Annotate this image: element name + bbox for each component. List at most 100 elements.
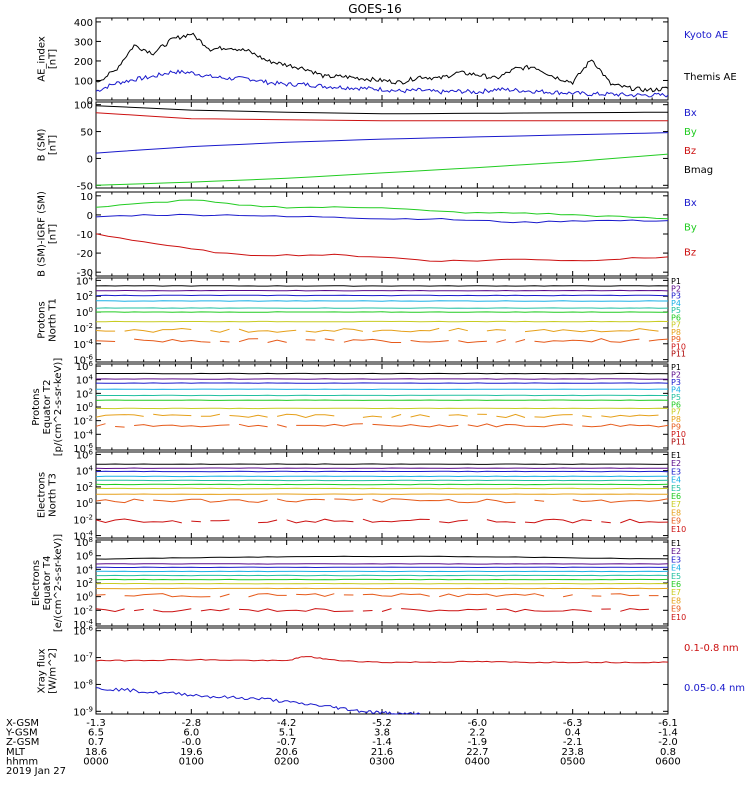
- channel-E10: [96, 609, 668, 612]
- ephemeris-value: 0100: [179, 756, 204, 767]
- channel-label: P6: [671, 313, 681, 322]
- y-axis-label: Protons: [31, 388, 42, 425]
- y-tick-label: 10-2: [73, 604, 93, 617]
- channel-label: P7: [671, 321, 681, 330]
- panel-frame: [95, 17, 669, 101]
- channel-label: P3: [671, 292, 681, 301]
- y-axis-label: Electrons: [37, 472, 48, 518]
- y-axis-label: Electrons: [31, 560, 42, 606]
- channel-label: E9: [671, 605, 681, 614]
- y-tick-label: 10-4: [73, 338, 93, 351]
- ephemeris-row-label: Y-GSM: [5, 728, 38, 739]
- channel-E1: [95, 555, 669, 560]
- channel-label: E7: [671, 500, 681, 509]
- y-axis-label: [p/(cm^2-s-sr-keV)]: [53, 358, 64, 457]
- y-tick-label: -20: [77, 249, 93, 260]
- channel-label: E10: [671, 613, 686, 622]
- series-ae-1: [95, 32, 669, 93]
- ephemeris-value: -1.3: [86, 718, 106, 729]
- legend-entry: Bz: [684, 146, 696, 157]
- channel-label: P10: [671, 430, 686, 439]
- legend-entry: Bmag: [684, 165, 713, 176]
- channel-P9: [95, 338, 669, 344]
- channel-P9: [95, 423, 669, 428]
- legend-entry: Bx: [684, 108, 697, 119]
- panel-xray: 10-9 10-8 10-7 10-6 Xray flux [W/m^2] 0.1-0.8 …: [37, 625, 746, 719]
- y-axis-label: [nT]: [48, 135, 59, 155]
- series-bigrf-0: [95, 213, 669, 224]
- channel-label: P7: [671, 408, 681, 417]
- channel-label: P5: [671, 306, 681, 315]
- ephemeris-value: 6.0: [183, 728, 199, 739]
- legend-entry: Bx: [684, 198, 697, 209]
- channel-P8: [96, 414, 668, 417]
- ephemeris-value: -2.8: [182, 718, 202, 729]
- channel-label: E2: [671, 459, 681, 468]
- channel-E3: [95, 470, 669, 473]
- ephemeris-value: -0.0: [182, 737, 202, 748]
- y-tick-label: 104: [76, 274, 94, 287]
- panel-frame: [95, 451, 669, 539]
- y-tick-label: -10: [77, 230, 93, 241]
- channel-label: E8: [671, 596, 681, 605]
- legend-entry: Kyoto AE: [684, 30, 728, 41]
- ephemeris-value: 23.8: [562, 747, 584, 758]
- channel-E2: [95, 467, 668, 470]
- legend-entry: 0.05-0.4 nm: [684, 683, 745, 694]
- ephemeris-value: 0.8: [660, 747, 676, 758]
- y-tick-label: 0: [87, 211, 93, 222]
- series-bsm-2: [95, 112, 668, 122]
- y-tick-label: 10-9: [73, 705, 93, 718]
- y-tick-label: 200: [74, 57, 93, 68]
- channel-label: P9: [671, 423, 681, 432]
- x-axis-labels: X-GSM -1.3 -2.8 -4.2 -5.2 -6.0 -6.3 -6.1 Y-GSM 6.…: [5, 718, 681, 777]
- plot-title: GOES-16: [348, 2, 402, 16]
- channel-P3: [95, 294, 669, 297]
- legend-entry: By: [684, 223, 697, 234]
- channel-label: P5: [671, 393, 681, 402]
- legend-entry: By: [684, 127, 697, 138]
- channel-label: P9: [671, 335, 681, 344]
- ephemeris-value: -1.4: [658, 728, 678, 739]
- y-tick-label: 102: [76, 290, 93, 303]
- channel-P2: [96, 289, 669, 292]
- y-tick-label: 100: [74, 101, 93, 112]
- y-tick-label: 0: [87, 154, 93, 165]
- channel-E4: [95, 475, 669, 478]
- legend-entry: Themis AE: [683, 72, 737, 83]
- channel-label: E8: [671, 508, 681, 517]
- y-axis-label: B (SM)-IGRF (SM): [37, 191, 48, 277]
- channel-label: E2: [671, 547, 681, 556]
- ephemeris-value: -6.1: [658, 718, 678, 729]
- ephemeris-value: 2.2: [469, 728, 485, 739]
- ephemeris-value: 5.1: [279, 728, 295, 739]
- channel-label: E1: [671, 539, 681, 548]
- channel-label: P2: [671, 284, 681, 293]
- ephemeris-row-label: X-GSM: [6, 718, 39, 729]
- y-tick-label: 10-8: [73, 678, 93, 691]
- ephemeris-value: -6.0: [468, 718, 488, 729]
- series-ae-0: [95, 69, 669, 98]
- y-axis-label: Xray flux: [37, 649, 48, 694]
- channel-E9: [96, 594, 668, 597]
- y-tick-label: 106: [76, 360, 94, 373]
- channel-E1: [96, 463, 669, 465]
- ephemeris-value: -1.9: [468, 737, 488, 748]
- channel-label: E6: [671, 492, 681, 501]
- y-tick-label: 100: [76, 497, 93, 510]
- y-axis-label: [W/m^2]: [48, 648, 59, 694]
- y-tick-label: 10-2: [73, 322, 93, 335]
- panel-frame: [95, 363, 669, 451]
- ephemeris-value: 0300: [369, 756, 394, 767]
- channel-label: P4: [671, 385, 681, 394]
- y-tick-label: 108: [76, 536, 93, 549]
- series-xray-0: [95, 656, 669, 664]
- y-axis-label: AE_index: [37, 36, 48, 82]
- ephemeris-value: -1.4: [372, 737, 392, 748]
- channel-label: E1: [671, 451, 681, 460]
- channel-label: E3: [671, 555, 681, 564]
- channel-label: E7: [671, 588, 681, 597]
